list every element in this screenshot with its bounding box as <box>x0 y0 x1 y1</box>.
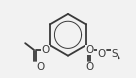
Text: O: O <box>41 45 50 55</box>
Text: O: O <box>86 45 94 55</box>
Text: O: O <box>86 62 94 72</box>
Text: O: O <box>97 49 106 59</box>
Text: O: O <box>36 62 44 72</box>
Text: S: S <box>111 49 118 59</box>
